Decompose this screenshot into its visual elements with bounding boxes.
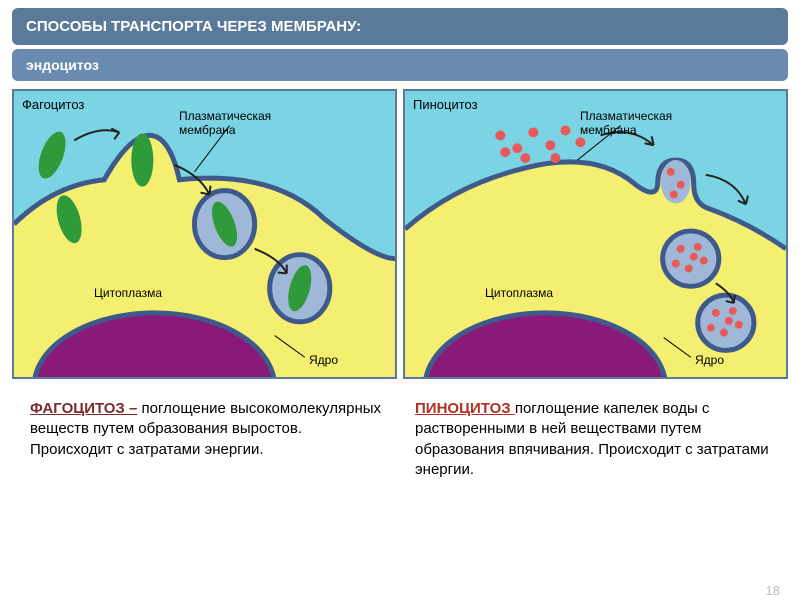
panel-title-left: Фагоцитоз [22,97,84,112]
diagram-panels: Фагоцитоз Плазматическая мембрана Цитопл… [12,89,788,379]
panel-pinocytosis: Пиноцитоз Плазматическая мембрана Цитопл… [403,89,788,379]
label-cytoplasm-left: Цитоплазма [94,286,162,300]
definitions-row: ФАГОЦИТОЗ – поглощение высокомолекулярны… [30,399,770,480]
label-nucleus-right: Ядро [695,353,724,367]
label-nucleus-left: Ядро [309,353,338,367]
panel-title-right: Пиноцитоз [413,97,478,112]
definition-pinocytosis: ПИНОЦИТОЗ поглощение капелек воды с раст… [415,399,770,480]
header-bar: СПОСОБЫ ТРАНСПОРТА ЧЕРЕЗ МЕМБРАНУ: [12,8,788,45]
page-number: 18 [766,583,780,598]
panel-phagocytosis: Фагоцитоз Плазматическая мембрана Цитопл… [12,89,397,379]
label-membrane-left: Плазматическая мембрана [179,109,319,137]
sub-header-bar: эндоцитоз [12,49,788,81]
term-pinocytosis: ПИНОЦИТОЗ [415,400,515,417]
label-cytoplasm-right: Цитоплазма [485,286,553,300]
term-phagocytosis: ФАГОЦИТОЗ – [30,400,137,417]
label-membrane-right: Плазматическая мембрана [580,109,720,137]
definition-phagocytosis: ФАГОЦИТОЗ – поглощение высокомолекулярны… [30,399,385,480]
